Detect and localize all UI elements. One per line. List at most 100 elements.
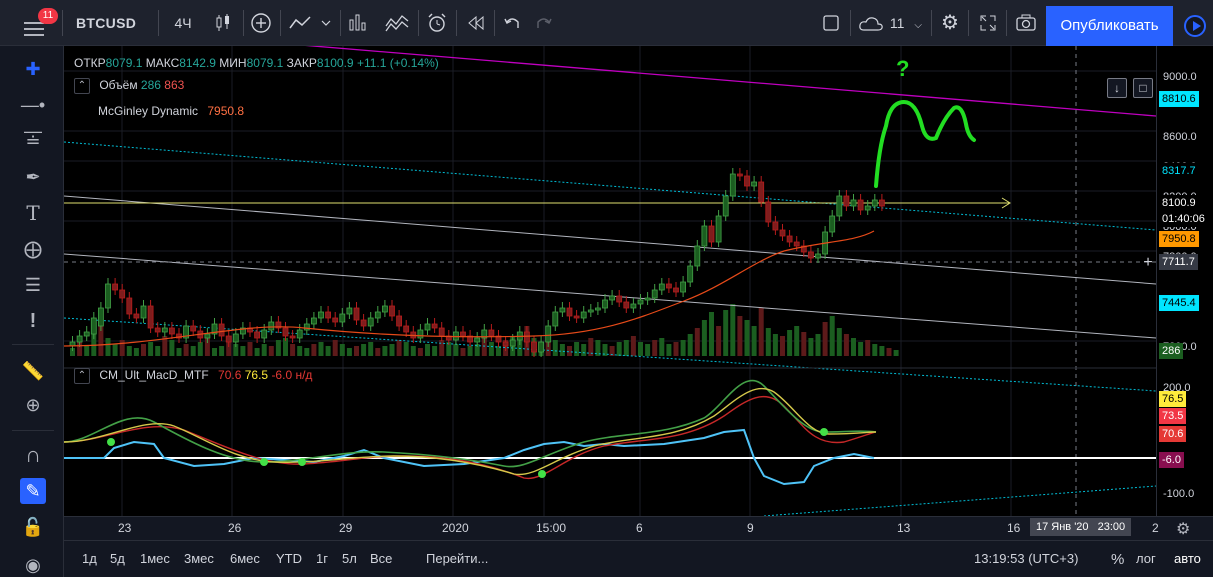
volume-bar <box>488 342 494 356</box>
volume-bar <box>197 342 203 356</box>
candle-body <box>289 335 296 339</box>
horizontal-line-icon: —•— <box>20 95 46 141</box>
snapshot-button[interactable] <box>1013 8 1039 38</box>
bottom-toolbar: 1д 5д 1мес 3мес 6мес YTD 1г 5л Все Перейти... 13… <box>64 540 1213 577</box>
fib-tool[interactable]: ≐ <box>20 128 46 154</box>
range-button[interactable]: 1г <box>316 551 328 566</box>
volume-bar <box>297 346 303 356</box>
prediction-tool[interactable]: ☰ <box>20 272 46 298</box>
volume-bar <box>758 308 764 356</box>
stay-in-drawing-mode-tool[interactable]: ✎ <box>20 478 46 504</box>
volume-value: 286 <box>140 78 161 93</box>
crosshair-tool[interactable]: ✚ <box>20 56 46 82</box>
maximize-pane-button[interactable]: □ <box>1133 78 1153 98</box>
volume-bar <box>836 328 842 356</box>
auto-scale-button[interactable]: авто <box>1174 551 1201 566</box>
fullscreen-button[interactable] <box>975 8 1001 38</box>
magnet-tool[interactable]: ∩ <box>20 442 46 468</box>
candle-body <box>424 323 431 331</box>
scroll-to-end-button[interactable]: ↓ <box>1107 78 1127 98</box>
range-button[interactable]: 1мес <box>140 551 170 566</box>
candle-body <box>360 319 367 327</box>
candle-body <box>715 215 722 243</box>
candle-body <box>467 335 474 343</box>
trendline-magenta[interactable] <box>289 46 1156 117</box>
axis-settings-button[interactable]: ⚙ <box>1176 519 1190 539</box>
candle-body <box>644 297 651 301</box>
icons-tool[interactable]: ! <box>20 308 46 334</box>
time-tick: 2 <box>1152 521 1159 535</box>
trendline-cyan-bottom[interactable] <box>763 485 1156 516</box>
financials-button[interactable] <box>345 8 371 38</box>
alert-button[interactable] <box>424 8 450 38</box>
trendline-tool[interactable]: —•— <box>20 92 46 141</box>
chart-pane[interactable]: ? ОТКР8079.1 МАКС8142.9 МИН8079.1 ЗАКР81… <box>64 46 1156 516</box>
replay-button[interactable] <box>464 8 488 38</box>
pattern-tool[interactable]: ⨁ <box>20 236 46 262</box>
macd-tick: -100.0 <box>1163 488 1195 500</box>
main-menu-button[interactable]: 11 <box>14 8 58 40</box>
volume-bar <box>318 342 324 356</box>
candle-body <box>793 241 800 247</box>
range-button[interactable]: 1д <box>82 551 97 566</box>
trendline-cyan-lower[interactable] <box>64 317 1156 392</box>
measure-tool[interactable]: 📏 <box>20 358 46 384</box>
cloud-save-button[interactable]: 11 ⌵ <box>858 8 928 38</box>
lock-tool[interactable]: 🔓 <box>20 514 46 540</box>
chart-canvas[interactable]: ? <box>64 46 1156 516</box>
volume-bar <box>730 304 736 356</box>
range-button[interactable]: Все <box>370 551 393 566</box>
chart-style-button[interactable] <box>210 8 236 38</box>
price-tick: 9000.0 <box>1163 71 1197 83</box>
time-tick: 6 <box>636 521 643 535</box>
price-tag: 8810.6 <box>1159 91 1199 107</box>
candle-body <box>417 329 424 339</box>
zoom-tool[interactable]: ⊕ <box>20 392 46 418</box>
toolbar-divider <box>243 10 244 36</box>
candle-body <box>474 337 481 343</box>
indicators-button[interactable] <box>286 8 334 38</box>
low-value: 8079.1 <box>246 56 284 70</box>
layout-button[interactable] <box>818 8 844 38</box>
symbol-search-button[interactable]: BTCUSD <box>76 15 137 31</box>
log-scale-button[interactable]: лог <box>1136 551 1156 566</box>
candle-body <box>318 311 324 319</box>
candle-body <box>658 283 665 291</box>
goto-date-button[interactable]: Перейти... <box>426 551 489 566</box>
high-value: 8142.9 <box>179 56 216 70</box>
candle-body <box>303 323 310 331</box>
range-button[interactable]: 5д <box>110 551 125 566</box>
stream-button[interactable] <box>1177 6 1213 46</box>
hand-drawn-forecast-line[interactable] <box>874 99 976 188</box>
range-button[interactable]: 3мес <box>184 551 214 566</box>
interval-button[interactable]: 4Ч <box>174 15 192 31</box>
templates-icon <box>385 15 409 32</box>
trendline-gray-upper[interactable] <box>64 195 1156 285</box>
clock-timezone-button[interactable]: 13:19:53 (UTC+3) <box>974 551 1079 566</box>
percent-scale-button[interactable]: % <box>1111 551 1125 568</box>
range-button[interactable]: 5л <box>342 551 357 566</box>
undo-button[interactable] <box>500 8 524 38</box>
collapse-legend-button[interactable]: ⌃ <box>74 78 90 94</box>
brush-tool[interactable]: ✒ <box>20 164 46 190</box>
compare-button[interactable] <box>248 8 274 38</box>
high-label: МАКС <box>145 56 180 70</box>
hide-drawings-tool[interactable]: ◉ <box>20 552 46 577</box>
range-button[interactable]: YTD <box>276 551 302 566</box>
publish-button[interactable]: Опубликовать <box>1046 6 1173 46</box>
collapse-macd-button[interactable]: ⌃ <box>74 368 90 384</box>
time-axis[interactable]: 23 26 29 2020 15:00 6 9 13 16 2 17 Янв '20 23:00 … <box>64 516 1213 540</box>
volume-bar <box>801 332 807 356</box>
candle-body <box>815 253 821 259</box>
range-button[interactable]: 6мес <box>230 551 260 566</box>
price-axis[interactable]: 9000.08600.08400.08200.08000.07800.07200… <box>1156 46 1213 516</box>
text-tool[interactable]: T <box>20 200 46 226</box>
candle-body <box>190 325 197 332</box>
crosshair-plus-button[interactable]: + <box>1138 254 1156 274</box>
candle-body <box>90 317 97 335</box>
templates-button[interactable] <box>382 8 412 38</box>
trendline-cyan-dotted[interactable] <box>64 141 1156 231</box>
candle-body <box>587 309 594 313</box>
redo-button[interactable] <box>532 8 556 38</box>
settings-button[interactable]: ⚙ <box>937 8 963 38</box>
